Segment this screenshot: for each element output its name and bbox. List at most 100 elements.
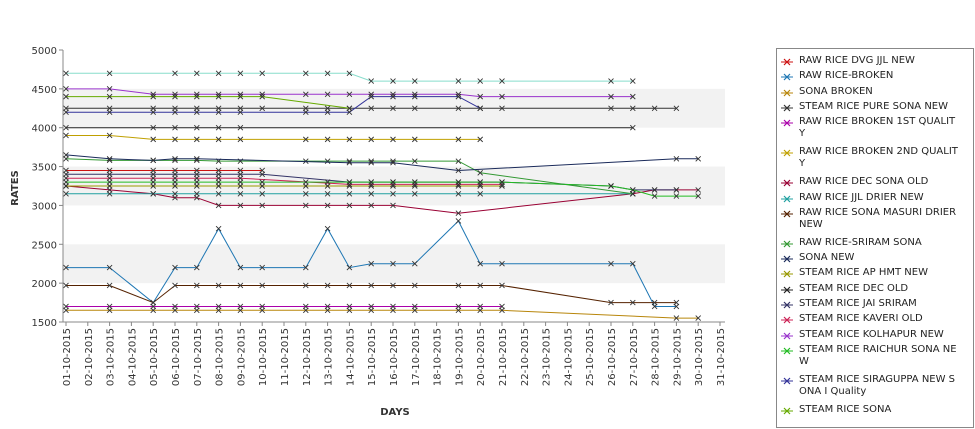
data-point bbox=[259, 179, 266, 185]
x-tick-label: 28-10-2015 bbox=[651, 328, 662, 386]
data-point bbox=[368, 105, 375, 112]
data-point bbox=[608, 93, 614, 100]
x-tick-label: 05-10-2015 bbox=[149, 328, 160, 386]
x-tick-label: 07-10-2015 bbox=[193, 328, 204, 386]
data-point bbox=[237, 179, 244, 185]
x-tick-label: 08-10-2015 bbox=[215, 328, 226, 386]
data-point bbox=[629, 299, 636, 306]
data-point bbox=[150, 109, 157, 115]
data-point bbox=[302, 303, 309, 310]
data-point bbox=[346, 202, 353, 209]
x-tick-label: 11-10-2015 bbox=[280, 328, 291, 386]
series-10 bbox=[63, 152, 702, 174]
data-point bbox=[237, 91, 244, 98]
data-point bbox=[63, 282, 69, 289]
y-tick-label: 4000 bbox=[32, 124, 57, 135]
data-point bbox=[499, 78, 505, 84]
data-point bbox=[477, 303, 484, 310]
data-point bbox=[150, 136, 157, 143]
data-point bbox=[411, 93, 418, 100]
data-point bbox=[172, 93, 178, 100]
data-point bbox=[455, 158, 462, 164]
data-point bbox=[346, 179, 353, 185]
data-point bbox=[215, 225, 222, 232]
x-tick-label: 09-10-2015 bbox=[236, 328, 247, 386]
data-point bbox=[346, 105, 353, 112]
y-tick-label: 4500 bbox=[32, 85, 57, 96]
data-point bbox=[390, 93, 396, 100]
data-point bbox=[673, 155, 680, 162]
legend-marker-icon bbox=[781, 286, 793, 294]
legend-item: RAW RICE-BROKEN bbox=[777, 70, 973, 83]
data-point bbox=[259, 303, 266, 310]
series-12 bbox=[63, 124, 636, 131]
data-point bbox=[608, 78, 614, 84]
data-point bbox=[193, 91, 200, 98]
legend-label: RAW RICE-BROKEN bbox=[799, 70, 894, 82]
data-point bbox=[411, 190, 418, 197]
data-point bbox=[651, 105, 658, 112]
data-point bbox=[193, 93, 200, 100]
data-point bbox=[172, 282, 178, 289]
data-point bbox=[106, 109, 113, 115]
data-point bbox=[455, 190, 462, 197]
data-point bbox=[215, 179, 222, 185]
data-point bbox=[629, 105, 636, 112]
data-point bbox=[215, 282, 222, 289]
legend-item: STEAM RICE PURE SONA NEW bbox=[777, 101, 973, 114]
data-point bbox=[368, 159, 375, 166]
x-tick-label: 17-10-2015 bbox=[411, 328, 422, 386]
legend-item: STEAM RICE SIRAGUPPA NEW SONA I Quality bbox=[777, 374, 973, 398]
legend-marker-icon bbox=[781, 377, 793, 385]
data-point bbox=[477, 190, 484, 197]
data-point bbox=[411, 91, 418, 98]
data-point bbox=[259, 190, 266, 197]
data-point bbox=[368, 179, 375, 185]
data-point bbox=[172, 155, 178, 162]
data-point bbox=[411, 181, 418, 188]
data-point bbox=[324, 190, 331, 197]
data-point bbox=[629, 124, 636, 131]
legend-label: STEAM RICE KOLHAPUR NEW bbox=[799, 328, 944, 340]
legend-marker-icon bbox=[781, 270, 793, 278]
data-point bbox=[651, 299, 658, 306]
data-point bbox=[455, 105, 462, 112]
data-point bbox=[651, 193, 658, 199]
data-point bbox=[411, 105, 418, 112]
data-point bbox=[629, 78, 636, 84]
data-point bbox=[368, 190, 375, 197]
x-tick-label: 06-10-2015 bbox=[171, 328, 182, 386]
legend-marker-icon bbox=[781, 119, 793, 127]
legend-marker-icon bbox=[781, 58, 793, 66]
data-point bbox=[455, 93, 462, 100]
legend-marker-icon bbox=[781, 179, 793, 187]
data-point bbox=[63, 124, 69, 131]
data-point bbox=[259, 70, 266, 77]
data-point bbox=[455, 282, 462, 289]
data-point bbox=[390, 159, 396, 166]
data-point bbox=[346, 91, 353, 98]
data-point bbox=[150, 299, 157, 306]
data-point bbox=[499, 260, 505, 267]
data-point bbox=[63, 70, 69, 77]
y-tick-label: 3000 bbox=[32, 201, 57, 212]
data-point bbox=[150, 124, 157, 131]
series-line bbox=[66, 309, 699, 319]
series-line bbox=[66, 181, 699, 197]
data-point bbox=[193, 282, 200, 289]
series-line bbox=[66, 135, 481, 140]
axes: 1500 2000 2500 3000 3500 4000 4500 5000 01-10-20… bbox=[32, 46, 727, 386]
data-point bbox=[302, 202, 309, 209]
data-point bbox=[259, 93, 266, 100]
data-point bbox=[346, 190, 353, 197]
legend-item: RAW RICE SONA MASURI DRIER NEW bbox=[777, 207, 973, 231]
data-point bbox=[259, 202, 266, 209]
data-point bbox=[150, 157, 157, 164]
x-tick-label: 27-10-2015 bbox=[629, 328, 640, 386]
data-point bbox=[259, 264, 266, 271]
data-point bbox=[106, 132, 113, 139]
data-point bbox=[63, 303, 69, 310]
data-point bbox=[477, 105, 484, 112]
data-point bbox=[106, 86, 113, 92]
series-line bbox=[65, 185, 699, 214]
